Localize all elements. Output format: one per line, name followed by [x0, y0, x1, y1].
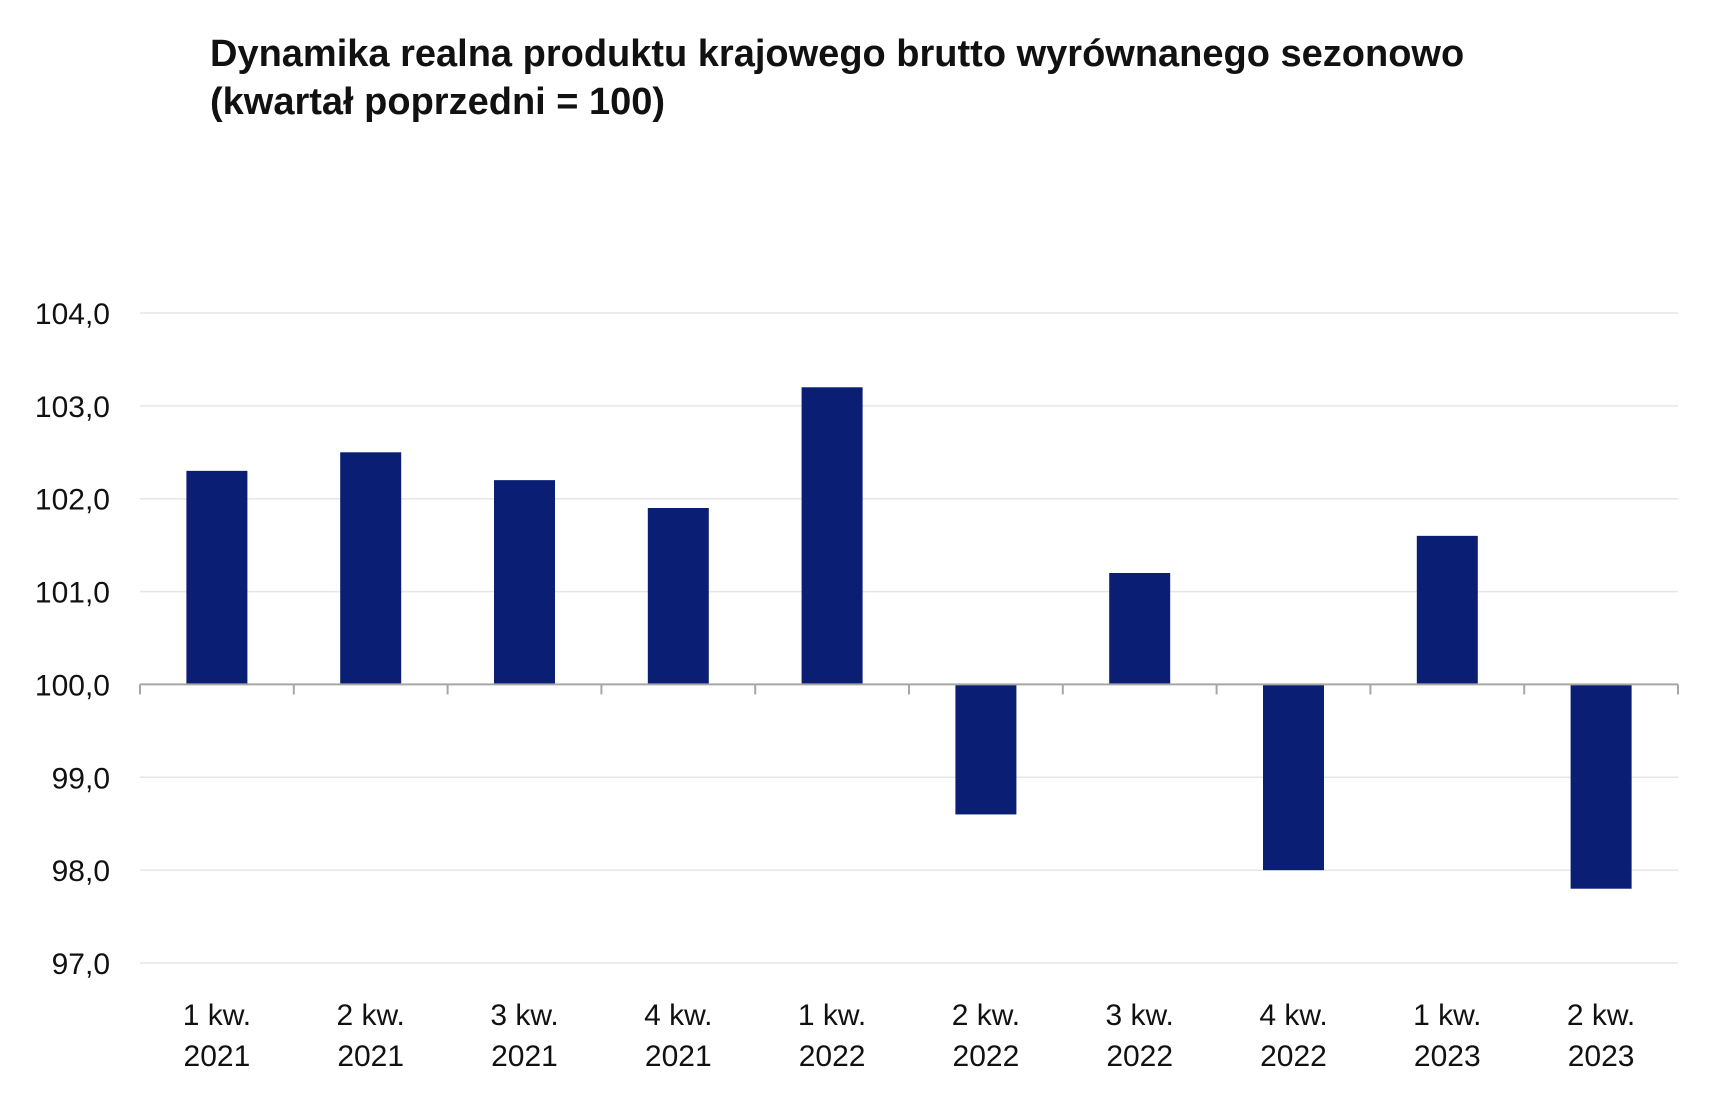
x-category-quarter: 4 kw. — [1259, 999, 1327, 1032]
x-category-quarter: 3 kw. — [490, 999, 558, 1032]
y-tick-label: 98,0 — [52, 855, 110, 888]
x-category-year: 2022 — [799, 1040, 866, 1073]
x-category-year: 2022 — [1260, 1040, 1327, 1073]
bar — [494, 480, 555, 685]
x-category-year: 2023 — [1568, 1040, 1635, 1073]
y-tick-label: 101,0 — [35, 577, 110, 610]
x-category-quarter: 1 kw. — [798, 999, 866, 1032]
x-category-year: 2022 — [953, 1040, 1020, 1073]
bar — [955, 684, 1017, 815]
bars — [186, 387, 1632, 889]
x-category-year: 2021 — [645, 1040, 712, 1073]
bar — [1263, 684, 1324, 871]
y-tick-label: 103,0 — [35, 391, 110, 424]
x-category-year: 2023 — [1414, 1040, 1481, 1073]
x-category-year: 2021 — [337, 1040, 404, 1073]
y-tick-label: 100,0 — [35, 669, 110, 702]
chart-title-line1: Dynamika realna produktu krajowego brutt… — [210, 33, 1465, 75]
x-category-quarter: 1 kw. — [1413, 999, 1481, 1032]
y-tick-label: 104,0 — [35, 298, 110, 331]
x-category-quarter: 4 kw. — [644, 999, 712, 1032]
x-category-year: 2021 — [184, 1040, 251, 1073]
y-tick-label: 102,0 — [35, 484, 110, 517]
y-tick-label: 99,0 — [52, 762, 110, 795]
bar — [1570, 684, 1632, 889]
bar — [801, 387, 863, 685]
x-axis-category-labels: 1 kw. 2021 2 kw. 2021 3 kw. 2021 4 kw. 2021 1 kw… — [183, 999, 1636, 1073]
x-category-year: 2022 — [1106, 1040, 1173, 1073]
bar — [1109, 573, 1171, 685]
y-tick-label: 97,0 — [52, 948, 110, 981]
x-category-quarter: 1 kw. — [183, 999, 251, 1032]
chart-title-line2: (kwartał poprzedni = 100) — [210, 81, 666, 123]
x-axis — [139, 683, 1679, 695]
x-category-quarter: 2 kw. — [1567, 999, 1635, 1032]
chart-title: Dynamika realna produktu krajowego brutt… — [210, 30, 1464, 126]
bar — [340, 452, 402, 685]
x-category-quarter: 2 kw. — [337, 999, 405, 1032]
x-category-quarter: 3 kw. — [1106, 999, 1174, 1032]
bar — [186, 470, 248, 685]
bar — [647, 508, 709, 685]
x-category-quarter: 2 kw. — [952, 999, 1020, 1032]
bar — [1416, 535, 1478, 685]
x-category-year: 2021 — [491, 1040, 558, 1073]
y-axis-tick-labels: 97,0 98,0 99,0 100,0 101,0 102,0 103,0 104,0 — [35, 298, 110, 981]
